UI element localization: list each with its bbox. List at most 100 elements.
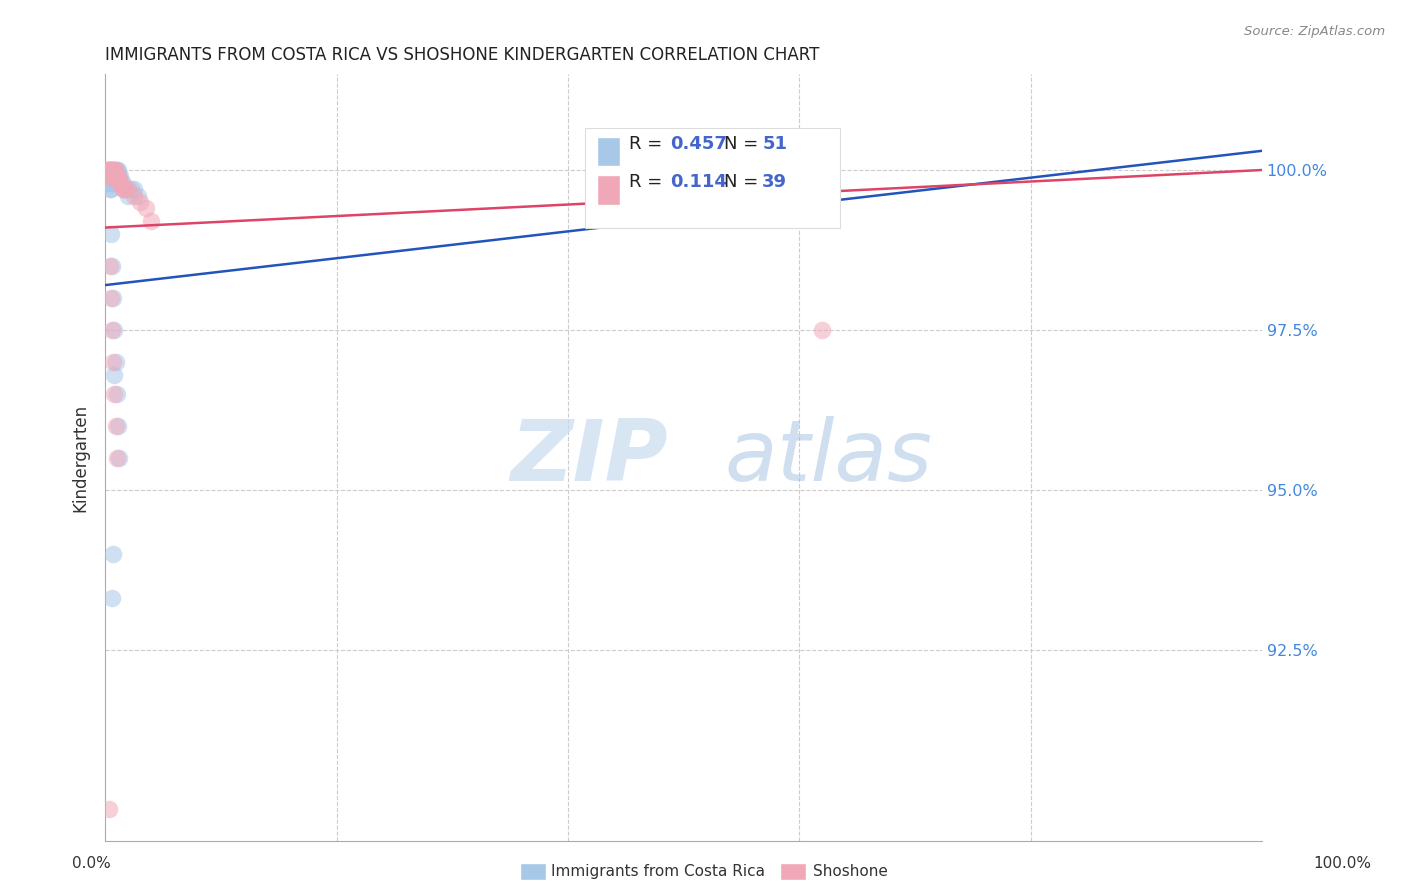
Point (97, 163, 120, 178)
Point (104, 169, 127, 184)
Point (104, 163, 127, 178)
Point (101, 591, 124, 606)
Point (103, 547, 125, 561)
Text: Shoshone: Shoshone (813, 864, 887, 879)
Point (100, 182, 122, 196)
Point (103, 163, 125, 178)
Point (100, 176, 122, 190)
Point (103, 163, 125, 178)
Text: N =: N = (724, 135, 763, 153)
Point (96, 163, 118, 178)
Point (97, 169, 120, 184)
Point (110, 169, 132, 184)
Point (105, 450, 128, 465)
Point (108, 169, 131, 184)
Point (107, 169, 129, 184)
Point (103, 169, 125, 184)
Bar (596, 176, 620, 204)
Point (98, 169, 121, 184)
Point (103, 323, 125, 337)
Point (103, 386, 125, 401)
Point (108, 176, 131, 190)
Text: 0.114: 0.114 (669, 173, 727, 191)
Point (135, 202, 157, 216)
Point (127, 188, 149, 202)
Point (96, 169, 118, 184)
Text: Immigrants from Costa Rica: Immigrants from Costa Rica (551, 864, 765, 879)
Point (104, 169, 127, 184)
Point (105, 386, 128, 401)
Point (100, 163, 122, 178)
Point (101, 176, 124, 190)
Point (110, 176, 132, 190)
Point (117, 182, 139, 196)
Point (98, 259, 121, 273)
Point (111, 176, 134, 190)
Point (112, 182, 135, 196)
Point (100, 169, 122, 184)
Point (96, 169, 118, 184)
Point (103, 169, 125, 184)
Text: IMMIGRANTS FROM COSTA RICA VS SHOSHONE KINDERGARTEN CORRELATION CHART: IMMIGRANTS FROM COSTA RICA VS SHOSHONE K… (105, 46, 820, 64)
Point (115, 182, 138, 196)
Bar (585, 128, 839, 227)
Point (100, 291, 122, 305)
Text: 100.0%: 100.0% (1313, 856, 1372, 871)
Point (108, 176, 131, 190)
Point (101, 163, 124, 178)
Point (122, 182, 145, 196)
Point (101, 169, 124, 184)
Point (120, 182, 142, 196)
Point (811, 323, 834, 337)
Point (101, 323, 124, 337)
Point (108, 450, 131, 465)
Point (105, 169, 128, 184)
Point (96, 163, 118, 178)
Text: Source: ZipAtlas.com: Source: ZipAtlas.com (1244, 25, 1385, 38)
Point (110, 176, 132, 190)
Point (103, 355, 125, 369)
Point (96, 163, 118, 178)
Point (98, 182, 121, 196)
Point (107, 418, 129, 433)
Bar (596, 137, 620, 166)
Point (105, 169, 128, 184)
Point (107, 169, 129, 184)
Text: ZIP: ZIP (510, 417, 668, 500)
Point (129, 194, 152, 209)
Point (101, 163, 124, 178)
Text: 51: 51 (762, 135, 787, 153)
Point (112, 182, 135, 196)
Point (97, 169, 120, 184)
Point (117, 188, 139, 202)
Point (105, 163, 128, 178)
Point (103, 169, 125, 184)
Point (103, 176, 125, 190)
Point (115, 182, 138, 196)
Text: N =: N = (724, 173, 763, 191)
Point (104, 418, 127, 433)
Point (98, 169, 121, 184)
Point (103, 163, 125, 178)
Y-axis label: Kindergarten: Kindergarten (72, 404, 89, 512)
Point (104, 355, 127, 369)
Text: R =: R = (628, 173, 673, 191)
Point (103, 169, 125, 184)
Point (97, 176, 120, 190)
Point (98, 176, 121, 190)
Point (98, 163, 121, 178)
Point (103, 368, 125, 382)
Point (100, 163, 122, 178)
Point (97, 163, 120, 178)
Text: 0.0%: 0.0% (72, 856, 111, 871)
Point (101, 259, 124, 273)
Point (96, 163, 118, 178)
Point (111, 182, 134, 196)
Point (103, 176, 125, 190)
Text: atlas: atlas (724, 417, 932, 500)
Point (103, 163, 125, 178)
Point (98, 163, 121, 178)
Point (97, 802, 120, 816)
Point (141, 214, 163, 228)
Point (103, 291, 125, 305)
